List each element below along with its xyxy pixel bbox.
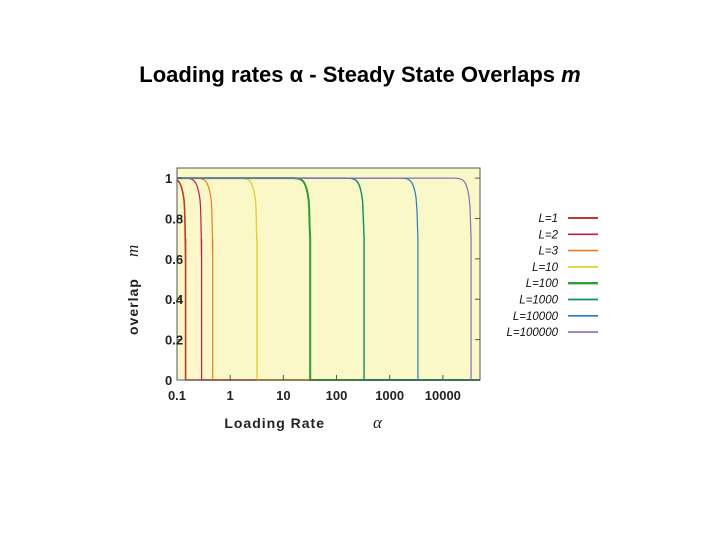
legend: L=1 L=2 L=3 L=10 L=100 L=1000 L=10000 L=100000 (507, 213, 598, 339)
y-tick-label-5: 0.8 (165, 211, 183, 226)
y-tick-label-4: 0.6 (165, 252, 183, 267)
legend-label-4: L=10 (532, 262, 559, 274)
legend-label-8: L=100000 (507, 327, 559, 339)
x-tick-label-4: 100 (326, 388, 348, 403)
legend-label-5: L=100 (526, 278, 559, 290)
plot-frame (176, 167, 481, 381)
x-tick-label-1: 0.1 (168, 388, 186, 403)
legend-label-6: L=1000 (519, 295, 558, 307)
x-tick-label-2: 1 (227, 388, 234, 403)
chart-title: Loading rates α - Steady State Overlaps … (0, 62, 720, 88)
plot-area (177, 168, 480, 380)
x-tick-label-6: 10000 (425, 388, 461, 403)
x-tick-label-3: 10 (276, 388, 290, 403)
y-axis-label-group: overlap m (123, 245, 142, 335)
y-axis-ticks: 0 0.2 0.4 0.6 0.8 1 (165, 171, 480, 388)
x-axis-ticks: 0.1 1 10 100 1000 10000 (168, 375, 461, 403)
y-tick-label-1: 0 (165, 373, 172, 388)
series-line-1 (176, 179, 480, 381)
series-lines (176, 177, 480, 381)
x-axis-label: Loading Rate (224, 415, 325, 431)
x-tick-label-5: 1000 (375, 388, 404, 403)
legend-label-7: L=10000 (513, 311, 559, 323)
legend-label-1: L=1 (538, 213, 558, 225)
legend-label-2: L=2 (538, 229, 558, 241)
y-tick-label-6: 1 (165, 171, 172, 186)
y-tick-label-2: 0.2 (165, 333, 183, 348)
chart-title-variable: m (561, 62, 581, 87)
y-axis-label: overlap (125, 278, 141, 335)
chart-title-text: Loading rates α - Steady State Overlaps (139, 62, 556, 87)
series-line-8 (177, 177, 480, 381)
x-axis-label-variable: α (373, 413, 383, 432)
y-tick-label-3: 0.4 (165, 292, 184, 307)
y-axis-label-variable: m (123, 245, 142, 257)
legend-label-3: L=3 (538, 246, 558, 258)
